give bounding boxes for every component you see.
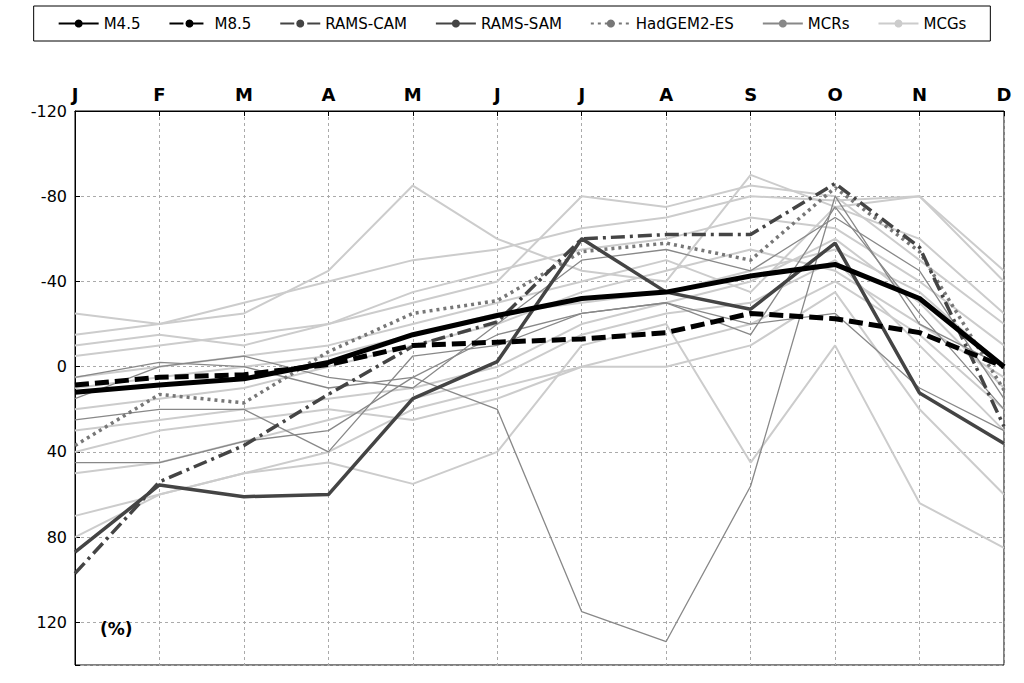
svg-text:-120: -120 — [31, 102, 67, 121]
svg-text:HadGEM2-ES: HadGEM2-ES — [636, 15, 734, 33]
svg-text:D: D — [997, 84, 1012, 105]
svg-text:J: J — [492, 84, 501, 105]
svg-text:RAMS-CAM: RAMS-CAM — [325, 15, 407, 33]
svg-text:80: 80 — [47, 528, 67, 547]
svg-text:RAMS-SAM: RAMS-SAM — [481, 15, 562, 33]
svg-text:-40: -40 — [41, 272, 67, 291]
svg-text:F: F — [153, 84, 165, 105]
svg-text:40: 40 — [47, 442, 67, 461]
svg-text:-80: -80 — [41, 187, 67, 206]
svg-text:120: 120 — [36, 613, 67, 632]
svg-text:0: 0 — [57, 357, 67, 376]
svg-text:A: A — [659, 84, 673, 105]
svg-text:M8.5: M8.5 — [214, 15, 251, 33]
svg-text:J: J — [576, 84, 585, 105]
svg-text:M4.5: M4.5 — [104, 15, 141, 33]
svg-text:N: N — [912, 84, 927, 105]
svg-text:(%): (%) — [100, 619, 133, 639]
svg-text:A: A — [321, 84, 335, 105]
svg-text:S: S — [744, 84, 757, 105]
svg-text:M: M — [404, 84, 422, 105]
svg-text:J: J — [70, 84, 79, 105]
svg-text:O: O — [827, 84, 842, 105]
svg-text:M: M — [235, 84, 253, 105]
svg-text:MCGs: MCGs — [923, 15, 966, 33]
svg-text:MCRs: MCRs — [808, 15, 850, 33]
